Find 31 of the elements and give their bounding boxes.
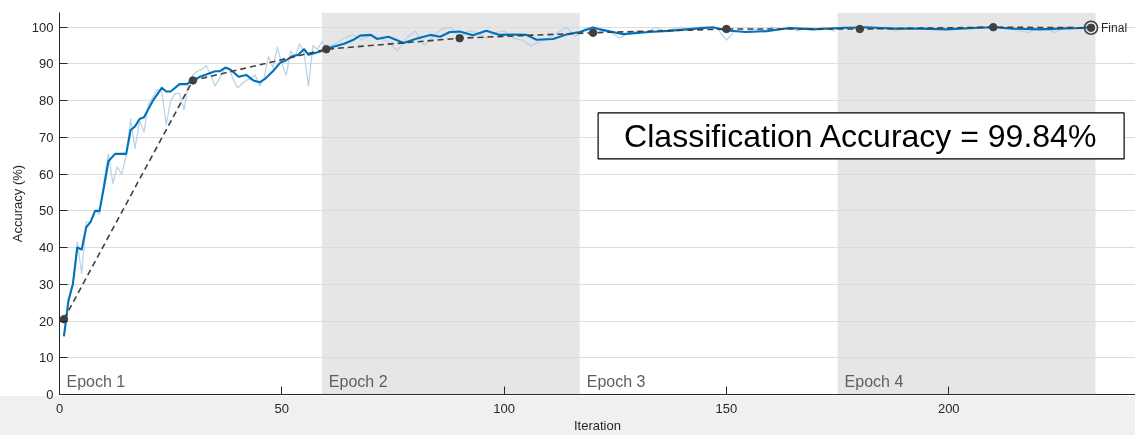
- y-tick-label: 40: [39, 240, 54, 256]
- annotation: Classification Accuracy = 99.84%: [624, 117, 1097, 154]
- annotation: Epoch 1: [66, 372, 126, 390]
- x-tick-label: 0: [55, 400, 64, 416]
- point: [188, 76, 198, 85]
- point: [855, 24, 865, 34]
- series-label: Final: [1101, 20, 1128, 35]
- annotation: Epoch 3: [586, 372, 646, 390]
- band-label: Epoch 2: [328, 372, 388, 390]
- point: [455, 33, 464, 43]
- y-tick-label: 90: [39, 56, 54, 72]
- x-tick-label: 50: [274, 400, 290, 416]
- y-tick-label: 20: [39, 313, 54, 329]
- y-axis-title: Accuracy (%): [9, 164, 25, 243]
- y-tick-label: 100: [31, 19, 54, 35]
- point: [588, 28, 598, 37]
- x-tick-label: 100: [493, 400, 515, 416]
- y-tick-label: 70: [39, 129, 54, 145]
- y-tick-label: 50: [39, 203, 54, 219]
- y-tick-label: 10: [39, 350, 54, 366]
- y-tick-label: 0: [46, 387, 54, 402]
- point: [722, 24, 731, 34]
- point: [988, 22, 998, 32]
- point: [322, 44, 331, 54]
- y-tick-label: 30: [39, 276, 54, 292]
- y-tick-label: 60: [39, 166, 54, 182]
- y-tick-label: 80: [39, 93, 54, 109]
- x-tick-label: 150: [715, 400, 738, 416]
- x-tick-label: 200: [937, 400, 960, 416]
- band-label: Epoch 4: [844, 372, 904, 390]
- x-axis-title: Iteration: [574, 417, 621, 433]
